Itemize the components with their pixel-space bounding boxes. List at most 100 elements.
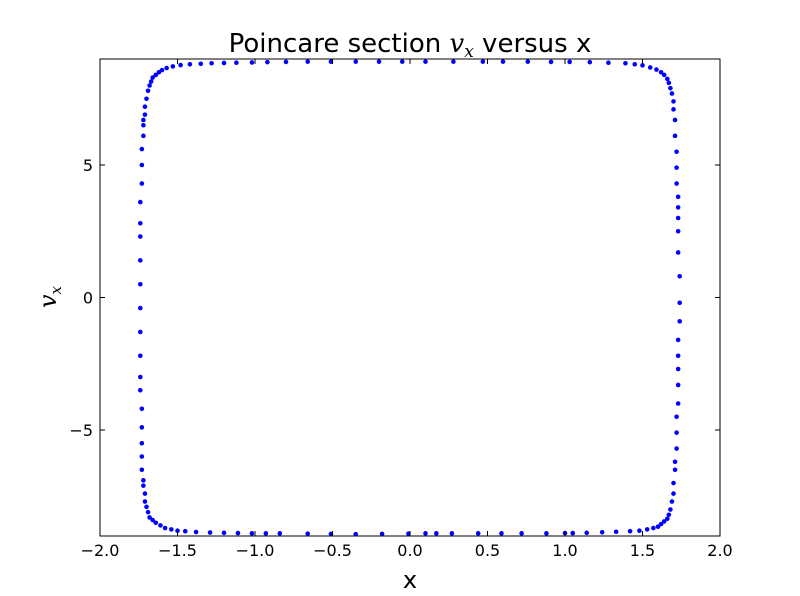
data-point — [675, 228, 681, 234]
data-point — [141, 133, 146, 139]
data-point — [169, 527, 174, 532]
data-point — [145, 509, 151, 515]
data-point — [668, 507, 673, 512]
data-point — [138, 387, 143, 393]
data-point — [141, 122, 146, 128]
data-point — [138, 329, 143, 335]
data-point — [139, 162, 145, 168]
data-point — [178, 62, 183, 68]
data-point — [475, 531, 481, 536]
data-point — [658, 521, 664, 527]
data-point — [150, 517, 155, 523]
data-point — [147, 83, 152, 88]
x-tick-label-0: −2.0 — [81, 541, 120, 560]
data-point — [235, 530, 241, 536]
axis-ticks: −2.0 −1.5 −1.0 −0.5 0.0 0.5 1.0 1.5 2.0 5 0 −5 — [69, 59, 733, 560]
chart-title-math-sub: x — [464, 42, 474, 62]
data-point — [675, 353, 681, 359]
data-point — [353, 59, 359, 64]
plot-area-frame — [99, 58, 721, 537]
data-point — [623, 60, 628, 66]
data-point — [675, 194, 681, 200]
data-point — [599, 529, 605, 535]
data-point — [525, 59, 531, 64]
data-point — [434, 531, 439, 536]
data-point — [182, 528, 188, 534]
data-point — [399, 59, 405, 64]
data-point — [661, 519, 667, 524]
data-point — [671, 107, 676, 112]
data-point — [677, 300, 682, 306]
data-point — [145, 88, 151, 94]
data-point — [674, 149, 679, 155]
chart-title-prefix: Poincare section — [229, 29, 450, 59]
data-point — [148, 79, 154, 84]
chart-title-suffix: versus x — [474, 29, 592, 59]
x-tick-label-7: 1.5 — [630, 541, 655, 560]
data-point — [138, 353, 143, 359]
data-point — [647, 65, 653, 70]
data-point — [139, 467, 145, 473]
y-axis-label-sub: x — [47, 285, 65, 294]
data-point — [187, 62, 193, 67]
data-point — [139, 146, 145, 152]
data-point — [138, 281, 143, 287]
data-point — [671, 99, 676, 104]
data-point — [263, 531, 269, 536]
x-tick-label-8: 2.0 — [707, 541, 732, 560]
data-point — [677, 319, 682, 324]
data-point — [674, 414, 679, 420]
data-point — [671, 491, 676, 496]
data-point — [675, 382, 681, 388]
data-point — [170, 64, 176, 69]
data-point — [674, 165, 679, 170]
x-tick-label-4: 0.0 — [397, 541, 422, 560]
data-point — [142, 499, 148, 504]
data-point — [666, 512, 672, 518]
data-point — [644, 527, 650, 532]
data-point — [139, 440, 145, 446]
data-point — [519, 531, 524, 536]
data-point — [141, 483, 146, 488]
x-tick-label-3: −0.5 — [313, 541, 352, 560]
data-point — [544, 531, 549, 536]
x-axis-label: x — [403, 566, 417, 594]
data-point — [162, 525, 168, 531]
data-point — [353, 531, 359, 537]
data-point — [144, 504, 149, 510]
data-point — [144, 96, 149, 102]
data-point — [150, 75, 155, 80]
data-point — [142, 104, 148, 109]
data-point — [234, 60, 239, 66]
data-point — [305, 531, 311, 536]
data-point — [198, 61, 204, 67]
data-point — [606, 60, 611, 66]
data-point — [665, 76, 670, 82]
data-point — [677, 274, 682, 279]
data-point — [674, 181, 679, 186]
chart-title: Poincare section vx versus x — [229, 29, 592, 62]
data-point — [139, 181, 145, 186]
data-point — [654, 67, 659, 72]
data-point — [672, 117, 678, 123]
data-point — [613, 529, 619, 535]
data-point — [675, 215, 681, 221]
y-axis-label-var: v — [34, 294, 62, 308]
data-point — [139, 406, 145, 412]
data-point — [674, 430, 679, 435]
data-point — [570, 530, 576, 536]
data-point — [153, 72, 159, 78]
data-point — [138, 374, 143, 380]
data-point — [675, 250, 681, 255]
data-point — [141, 117, 146, 123]
data-point — [265, 59, 270, 65]
data-point — [671, 480, 676, 486]
data-point — [209, 60, 214, 66]
data-point — [651, 525, 656, 531]
data-point — [669, 91, 675, 96]
data-point — [449, 531, 455, 536]
data-point — [672, 133, 678, 139]
x-tick-label-2: −1.0 — [236, 541, 275, 560]
y-tick-label-2: −5 — [69, 421, 93, 440]
